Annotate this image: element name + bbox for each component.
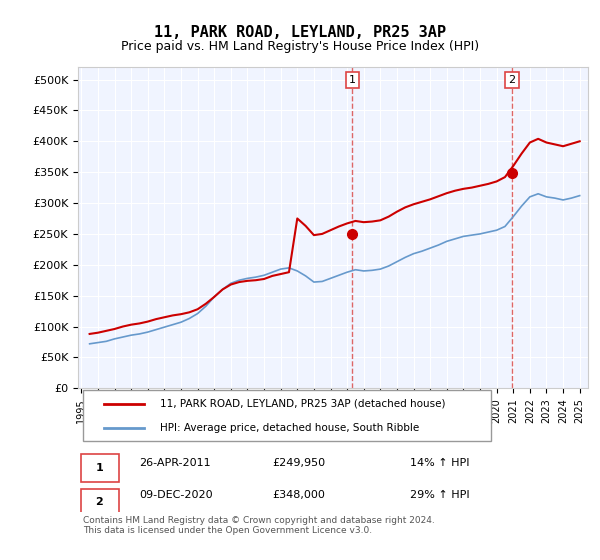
Text: 1: 1: [95, 463, 103, 473]
FancyBboxPatch shape: [80, 489, 119, 516]
Text: 09-DEC-2020: 09-DEC-2020: [139, 490, 213, 500]
Text: 2: 2: [95, 497, 103, 507]
Text: 26-APR-2011: 26-APR-2011: [139, 458, 211, 468]
Text: £249,950: £249,950: [272, 458, 325, 468]
Text: 29% ↑ HPI: 29% ↑ HPI: [409, 490, 469, 500]
FancyBboxPatch shape: [80, 454, 119, 482]
Text: 2: 2: [509, 75, 515, 85]
Text: Price paid vs. HM Land Registry's House Price Index (HPI): Price paid vs. HM Land Registry's House …: [121, 40, 479, 53]
Text: 11, PARK ROAD, LEYLAND, PR25 3AP: 11, PARK ROAD, LEYLAND, PR25 3AP: [154, 25, 446, 40]
Text: Contains HM Land Registry data © Crown copyright and database right 2024.
This d: Contains HM Land Registry data © Crown c…: [83, 516, 435, 535]
FancyBboxPatch shape: [83, 390, 491, 441]
Text: £348,000: £348,000: [272, 490, 325, 500]
Text: 11, PARK ROAD, LEYLAND, PR25 3AP (detached house): 11, PARK ROAD, LEYLAND, PR25 3AP (detach…: [160, 399, 445, 409]
Text: 1: 1: [349, 75, 356, 85]
Text: 14% ↑ HPI: 14% ↑ HPI: [409, 458, 469, 468]
Text: HPI: Average price, detached house, South Ribble: HPI: Average price, detached house, Sout…: [160, 423, 419, 433]
